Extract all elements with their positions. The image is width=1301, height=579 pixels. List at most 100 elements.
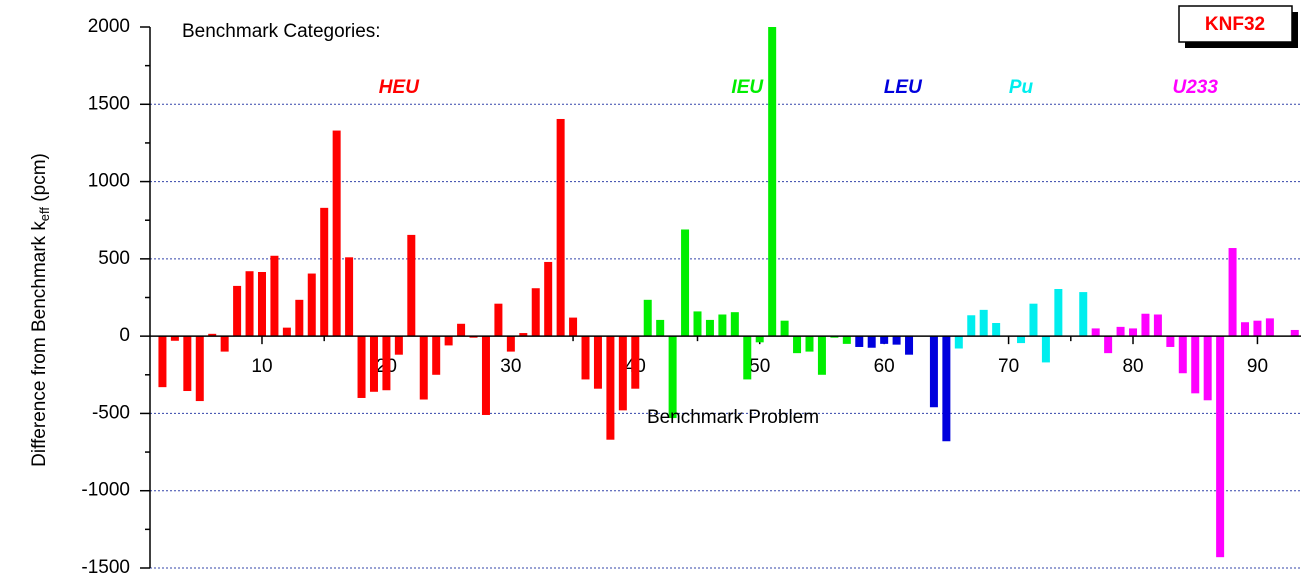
bar — [457, 323, 466, 337]
bar — [967, 315, 976, 337]
bar — [195, 336, 204, 402]
bar — [780, 320, 789, 337]
bar — [817, 336, 826, 375]
x-tick-label: 80 — [1122, 356, 1143, 377]
bar — [793, 336, 802, 354]
bar — [332, 130, 341, 337]
bar — [929, 336, 938, 408]
series-label: HEU — [379, 77, 420, 98]
bar — [954, 336, 963, 349]
bar — [295, 299, 304, 337]
bar — [382, 336, 391, 391]
bar — [867, 336, 876, 348]
bar — [880, 336, 889, 344]
bar — [569, 317, 578, 337]
bar — [855, 336, 864, 347]
bar — [1017, 336, 1026, 344]
x-tick-label: 70 — [998, 356, 1019, 377]
bar — [979, 309, 988, 337]
label-box — [1178, 5, 1293, 43]
bar — [668, 336, 677, 419]
x-tick-label: 60 — [874, 356, 895, 377]
bar — [369, 336, 378, 392]
y-tick-label: -1500 — [81, 557, 130, 578]
y-tick-label: -500 — [92, 402, 130, 423]
bar — [992, 323, 1001, 337]
bar — [705, 319, 714, 337]
bar — [257, 271, 266, 337]
bar — [755, 336, 764, 343]
bar — [1191, 336, 1200, 394]
y-axis-label: Difference from Benchmark keff (pcm) — [29, 153, 52, 467]
bar — [357, 336, 366, 398]
bar — [1029, 303, 1038, 337]
bar — [432, 336, 441, 375]
bar — [469, 336, 478, 338]
bar — [606, 336, 615, 440]
bar — [768, 27, 777, 337]
bar — [942, 336, 951, 442]
label-box-text: KNF32 — [1205, 14, 1265, 35]
y-tick-label: 1500 — [88, 93, 130, 114]
series-label: Pu — [1009, 77, 1034, 98]
bar — [307, 273, 316, 337]
bar — [643, 299, 652, 337]
y-label-sub: eff — [37, 207, 52, 222]
bar — [245, 271, 254, 337]
bar — [730, 312, 739, 337]
bar — [1116, 326, 1125, 337]
bar — [1265, 318, 1274, 337]
bar — [1253, 320, 1262, 337]
y-label-suffix: (pcm) — [29, 153, 50, 207]
bar — [693, 311, 702, 337]
x-tick-label: 50 — [749, 356, 770, 377]
series-label: U233 — [1173, 77, 1219, 98]
bar — [531, 288, 540, 337]
bar — [233, 285, 242, 337]
bar — [1290, 329, 1299, 337]
bar — [830, 336, 839, 338]
bar — [593, 336, 602, 389]
bar — [1091, 328, 1100, 337]
x-tick-label: 90 — [1247, 356, 1268, 377]
y-tick-label: 1000 — [88, 171, 130, 192]
bar — [892, 336, 901, 345]
bar — [282, 327, 291, 337]
y-tick-label: 2000 — [88, 16, 130, 37]
bar — [718, 314, 727, 337]
y-tick-label: -1000 — [81, 480, 130, 501]
bar — [1129, 328, 1138, 337]
bar — [1228, 248, 1237, 337]
bar — [1041, 336, 1050, 363]
bar — [1166, 336, 1175, 347]
bar — [158, 336, 167, 388]
bar — [220, 336, 229, 352]
bar — [320, 207, 329, 337]
bar — [494, 303, 503, 337]
bar — [743, 336, 752, 380]
bar — [842, 336, 851, 344]
bar — [519, 333, 528, 337]
bar — [407, 234, 416, 337]
bar — [681, 229, 690, 337]
bar — [1104, 336, 1113, 354]
y-label-text: Difference from Benchmark k — [29, 221, 50, 467]
bar — [208, 333, 217, 337]
bar — [394, 336, 403, 355]
bar — [183, 336, 192, 392]
bar — [270, 255, 279, 337]
bar — [170, 336, 179, 341]
bar — [631, 336, 640, 389]
bar — [1141, 313, 1150, 337]
series-label: LEU — [884, 77, 923, 98]
bar — [419, 336, 428, 400]
x-tick-label: 30 — [500, 356, 521, 377]
bar — [444, 336, 453, 346]
bar — [556, 118, 565, 337]
bar — [1153, 314, 1162, 337]
x-tick-label: 10 — [251, 356, 272, 377]
y-tick-label: 0 — [119, 325, 130, 346]
bar — [345, 257, 354, 337]
y-tick-label: 500 — [98, 248, 130, 269]
